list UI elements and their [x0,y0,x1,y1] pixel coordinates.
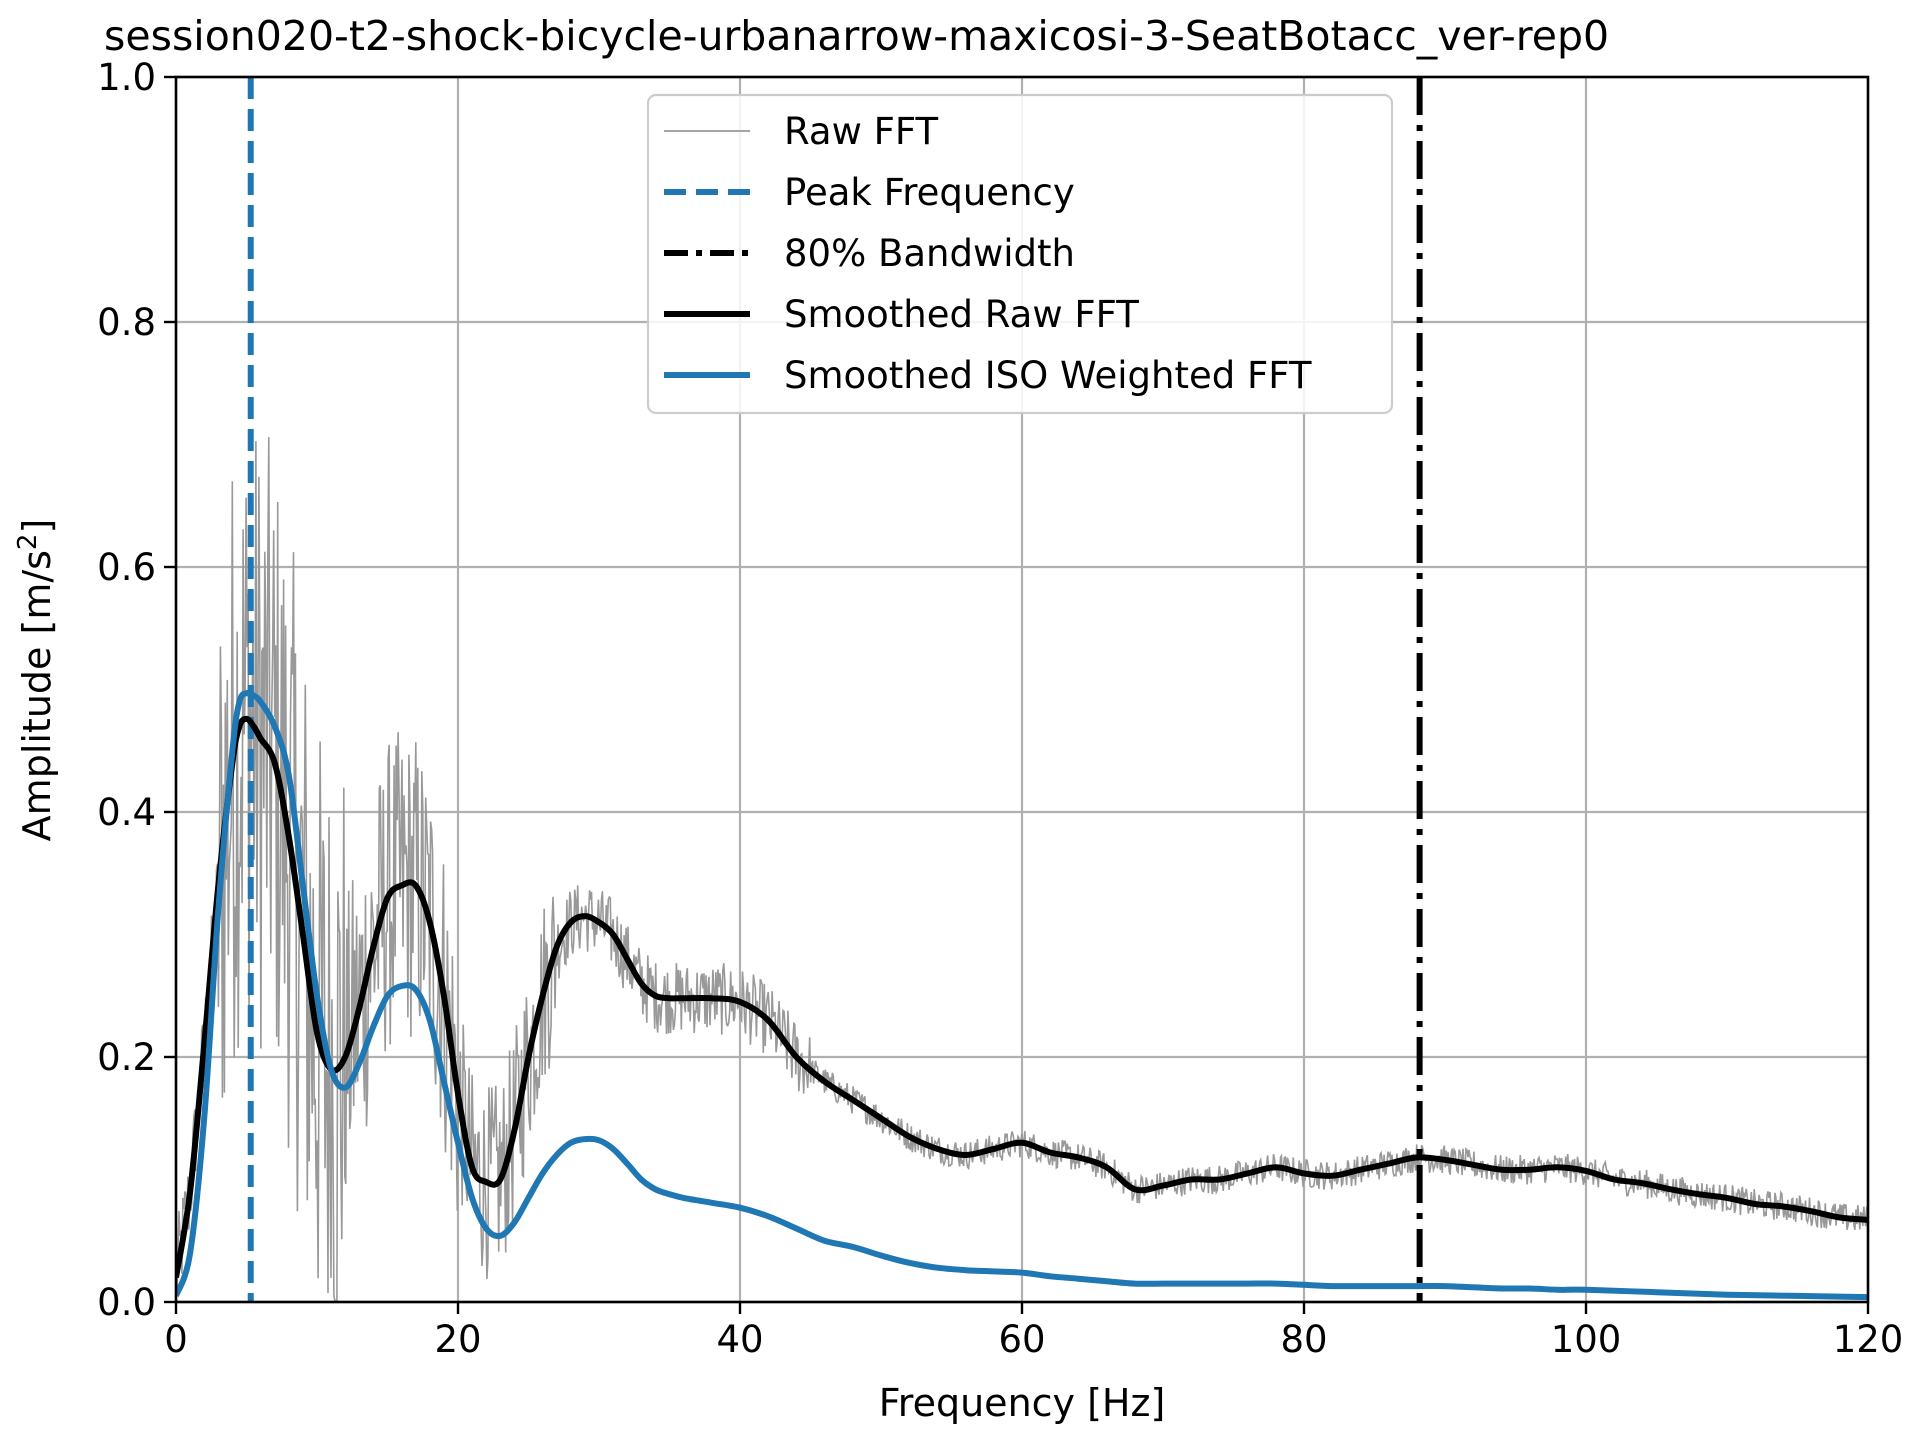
axis-ticks: 0 20 40 60 80 100 120 0.0 0.2 0.4 0.6 0.8 1.0 [97,56,1903,1361]
y-tick-label: 1.0 [97,56,156,99]
y-tick-label: 0.0 [97,1281,156,1324]
legend-label: Smoothed Raw FFT [784,293,1139,336]
chart-title: session020-t2-shock-bicycle-urbanarrow-m… [104,12,1609,60]
raw-fft-line [176,437,1868,1302]
legend-label: Raw FFT [784,110,939,153]
y-tick-label: 0.2 [97,1036,156,1079]
y-axis-label-end: ] [15,519,59,534]
legend-label: Peak Frequency [784,171,1075,214]
smoothed-series-layer [176,689,1868,1301]
legend-label: Smoothed ISO Weighted FFT [784,354,1312,397]
y-tick-label: 0.4 [97,791,156,834]
y-tick-label: 0.8 [97,301,156,344]
x-tick-label: 0 [164,1318,188,1361]
x-tick-label: 120 [1833,1318,1904,1361]
x-tick-label: 60 [998,1318,1045,1361]
x-tick-label: 20 [434,1318,481,1361]
x-axis-label: Frequency [Hz] [879,1381,1166,1425]
smoothed-raw-fft-line [176,715,1868,1278]
x-tick-label: 40 [716,1318,763,1361]
x-tick-label: 100 [1551,1318,1622,1361]
legend-box [646,93,1394,415]
y-tick-label: 0.6 [97,546,156,589]
legend: Raw FFT Peak Frequency 80% Bandwidth Smooth… [646,93,1394,415]
y-axis-label-superscript: 2 [13,534,43,551]
legend-label: 80% Bandwidth [784,232,1075,275]
y-axis-label-main: Amplitude [m/s [15,550,59,841]
x-tick-label: 80 [1280,1318,1327,1361]
y-axis-label: Amplitude [m/s2] [13,519,59,842]
smoothed-iso-weighted-fft-line [176,689,1868,1301]
reference-lines [247,77,1423,1302]
raw-fft-layer [176,437,1868,1302]
